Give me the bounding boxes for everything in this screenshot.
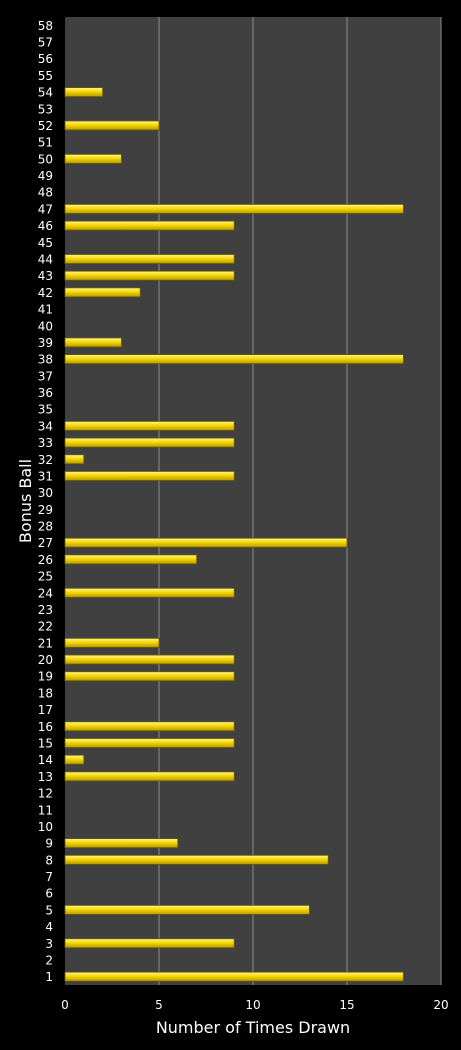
- y-tick-label: 26: [38, 553, 53, 567]
- bar-39: [64, 337, 122, 348]
- y-tick-label: 57: [38, 36, 53, 50]
- bar-44: [64, 254, 235, 264]
- bar-5: [64, 904, 310, 915]
- y-tick-label: 33: [38, 436, 53, 450]
- y-axis-title: Bonus Ball: [16, 459, 35, 543]
- x-tick-label: 0: [61, 998, 69, 1012]
- y-tick-label: 54: [38, 86, 53, 100]
- y-tick-label: 38: [38, 353, 53, 367]
- y-tick-label: 29: [38, 503, 53, 517]
- bar-38: [64, 354, 404, 365]
- bar-8: [64, 854, 329, 865]
- bar-1: [64, 971, 404, 982]
- y-tick-label: 18: [38, 686, 53, 700]
- y-tick-label: 15: [38, 737, 53, 751]
- y-tick-label: 1: [45, 970, 53, 984]
- y-tick-label: 20: [38, 653, 53, 667]
- y-tick-label: 14: [38, 753, 53, 767]
- y-tick-label: 31: [38, 469, 53, 483]
- x-tick-label: 10: [245, 998, 260, 1012]
- y-tick-label: 19: [38, 670, 53, 684]
- y-tick-label: 51: [38, 136, 53, 150]
- y-tick-label: 16: [38, 720, 53, 734]
- x-tick-label: 5: [155, 998, 163, 1012]
- bar-24: [64, 587, 235, 598]
- y-tick-label: 36: [38, 386, 53, 400]
- y-tick-label: 37: [38, 369, 53, 383]
- bar-9: [64, 838, 179, 849]
- bar-43: [64, 270, 235, 281]
- bar-27: [64, 537, 348, 548]
- bar-16: [64, 721, 235, 732]
- y-tick-labels: 1234567891011121314151617181920212223242…: [38, 19, 53, 984]
- y-tick-label: 24: [38, 586, 53, 600]
- bar-33: [64, 437, 235, 448]
- bar-32: [64, 454, 85, 465]
- y-tick-label: 50: [38, 152, 53, 166]
- bar-3: [64, 938, 235, 949]
- y-tick-label: 58: [38, 19, 53, 33]
- y-tick-label: 3: [45, 937, 53, 951]
- x-tick-label: 20: [433, 998, 448, 1012]
- bar-47: [64, 204, 404, 214]
- y-tick-label: 45: [38, 236, 53, 250]
- y-tick-label: 9: [45, 837, 53, 851]
- y-tick-label: 46: [38, 219, 53, 233]
- bar-54: [64, 87, 103, 98]
- y-tick-label: 35: [38, 403, 53, 417]
- y-tick-label: 5: [45, 903, 53, 917]
- y-tick-label: 21: [38, 636, 53, 650]
- y-tick-label: 13: [38, 770, 53, 784]
- y-tick-label: 27: [38, 536, 53, 550]
- y-tick-label: 39: [38, 336, 53, 350]
- x-tick-labels: 0 5 10 15 20: [61, 998, 448, 1012]
- bar-50: [64, 153, 122, 164]
- y-tick-label: 8: [45, 853, 53, 867]
- bars: [64, 87, 404, 982]
- y-tick-label: 47: [38, 202, 53, 216]
- y-tick-label: 28: [38, 520, 53, 534]
- bar-34: [64, 420, 235, 431]
- bar-21: [64, 637, 160, 648]
- y-tick-label: 53: [38, 102, 53, 116]
- y-tick-label: 4: [45, 920, 53, 934]
- y-tick-label: 49: [38, 169, 53, 183]
- y-tick-label: 44: [38, 253, 53, 267]
- y-tick-label: 42: [38, 286, 53, 300]
- y-tick-label: 7: [45, 870, 53, 884]
- y-tick-label: 11: [38, 803, 53, 817]
- y-tick-label: 34: [38, 419, 53, 433]
- bar-31: [64, 471, 235, 481]
- bar-20: [64, 654, 235, 665]
- y-tick-label: 2: [45, 953, 53, 967]
- y-tick-label: 40: [38, 319, 53, 333]
- y-tick-label: 23: [38, 603, 53, 617]
- bar-14: [64, 754, 85, 765]
- y-tick-label: 48: [38, 186, 53, 200]
- bar-13: [64, 771, 235, 782]
- y-tick-label: 32: [38, 453, 53, 467]
- bar-15: [64, 738, 235, 748]
- y-tick-label: 52: [38, 119, 53, 133]
- x-tick-label: 15: [339, 998, 354, 1012]
- y-tick-label: 55: [38, 69, 53, 83]
- y-tick-label: 43: [38, 269, 53, 283]
- y-tick-label: 22: [38, 620, 53, 634]
- y-tick-label: 30: [38, 486, 53, 500]
- x-axis-title: Number of Times Drawn: [156, 1018, 350, 1037]
- bar-19: [64, 671, 235, 682]
- bar-26: [64, 554, 198, 565]
- y-tick-label: 41: [38, 303, 53, 317]
- bar-42: [64, 287, 141, 298]
- y-tick-label: 10: [38, 820, 53, 834]
- y-tick-label: 25: [38, 570, 53, 584]
- y-tick-label: 56: [38, 52, 53, 66]
- y-tick-label: 12: [38, 787, 53, 801]
- bar-52: [64, 120, 160, 131]
- y-tick-label: 6: [45, 887, 53, 901]
- y-tick-label: 17: [38, 703, 53, 717]
- gridlines: [158, 17, 442, 985]
- bar-46: [64, 220, 235, 231]
